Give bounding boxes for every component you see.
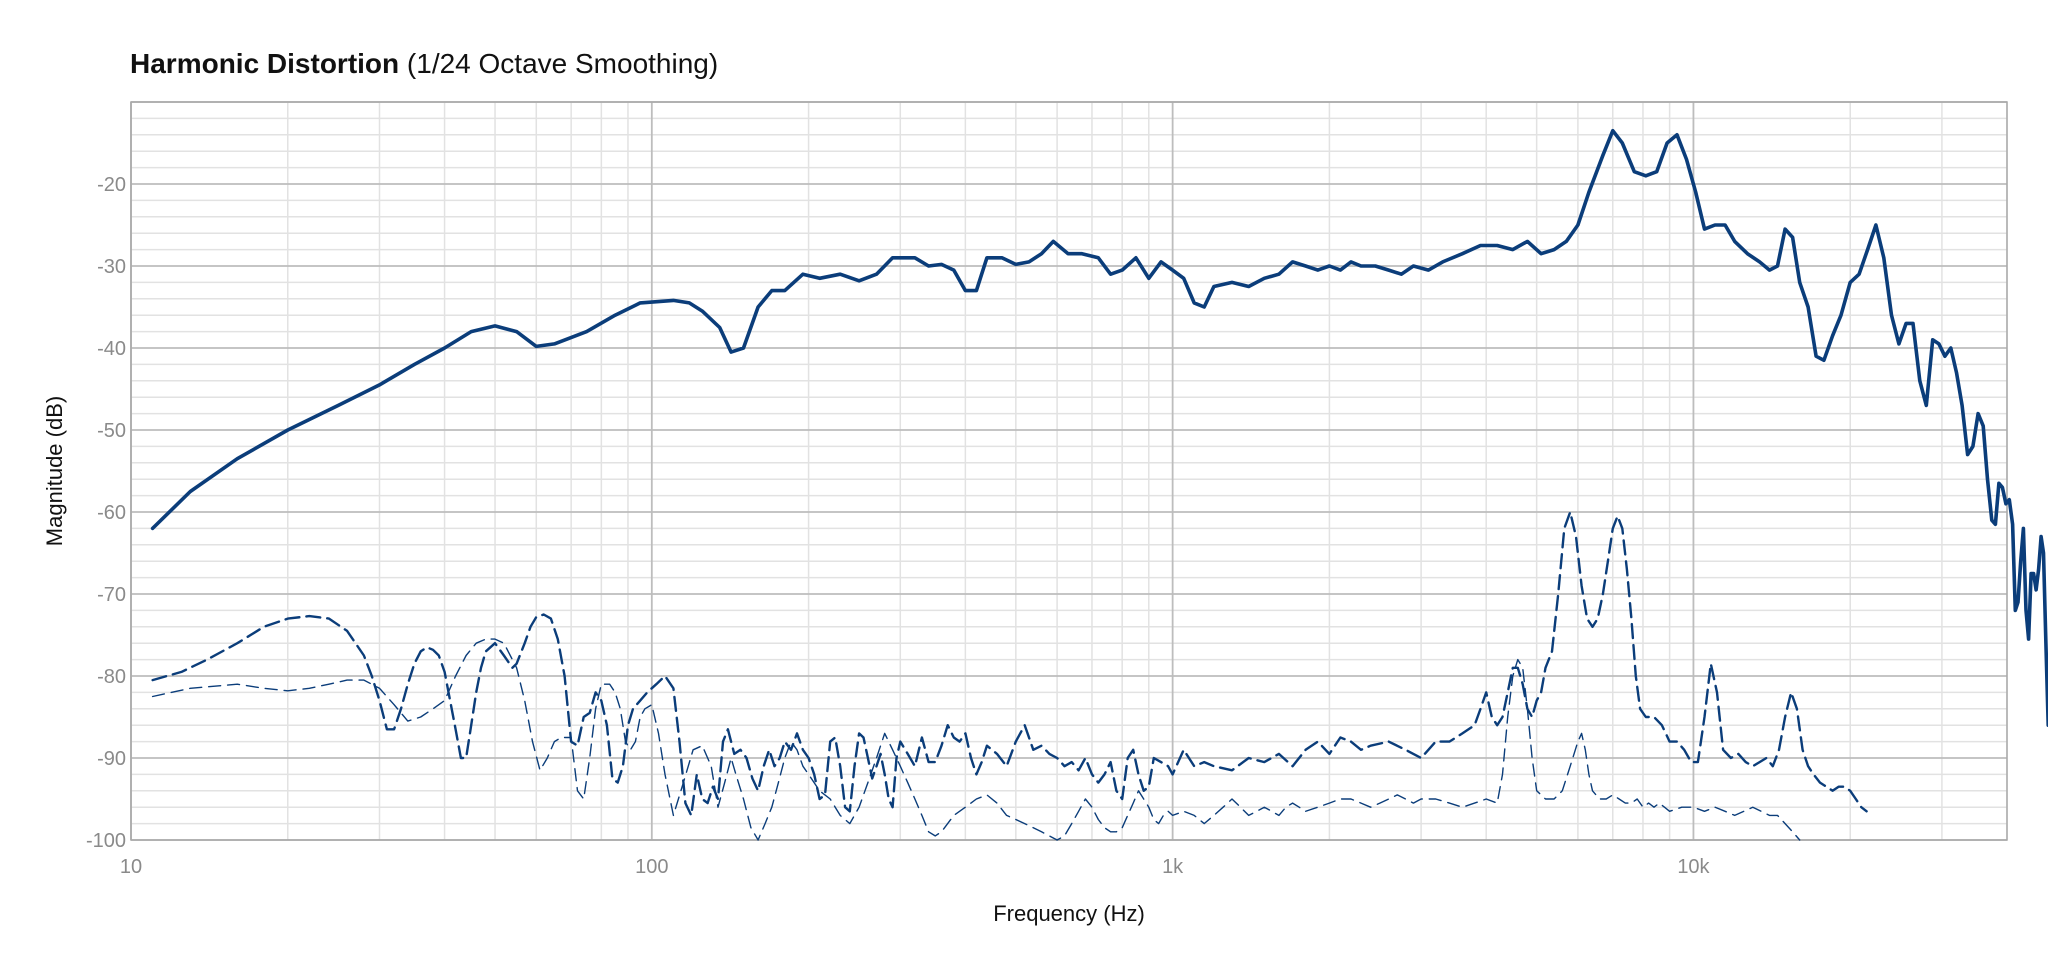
- chart-title-main: Harmonic Distortion: [130, 48, 400, 79]
- y-tick-label: -90: [97, 748, 126, 770]
- y-tick-label: -80: [97, 666, 126, 688]
- x-tick-label: 10k: [1677, 856, 1710, 878]
- grid-minor: [131, 102, 2008, 840]
- series-line-2-dashed: [151, 510, 1868, 817]
- y-tick-label: -50: [97, 420, 126, 442]
- series-layer: [150, 128, 2048, 841]
- y-tick-label: -100: [86, 830, 126, 852]
- x-tick-label: 1k: [1162, 856, 1184, 878]
- y-tick-label: -40: [97, 338, 126, 360]
- x-axis-label: Frequency (Hz): [993, 901, 1145, 926]
- grid-major: [130, 101, 2007, 841]
- y-tick-label: -60: [97, 502, 126, 524]
- x-tick-label: 10: [120, 856, 142, 878]
- chart-title: Harmonic Distortion (1/24 Octave Smoothi…: [130, 48, 718, 80]
- y-tick-label: -30: [97, 256, 126, 278]
- y-axis-label: Magnitude (dB): [42, 396, 67, 546]
- plot-frame: [130, 101, 2008, 841]
- y-tick-label: -20: [97, 174, 126, 196]
- y-tick-labels: -20 -30 -40 -50 -60 -70 -80 -90 -100: [86, 174, 126, 852]
- chart-subtitle: (1/24 Octave Smoothing): [406, 48, 719, 79]
- series-line-3-dashed-thin: [151, 638, 1801, 841]
- x-tick-labels: 10 100 1k 10k: [120, 856, 1711, 878]
- series-line-1-solid: [150, 128, 2048, 727]
- y-tick-label: -70: [97, 584, 126, 606]
- x-tick-label: 100: [635, 856, 668, 878]
